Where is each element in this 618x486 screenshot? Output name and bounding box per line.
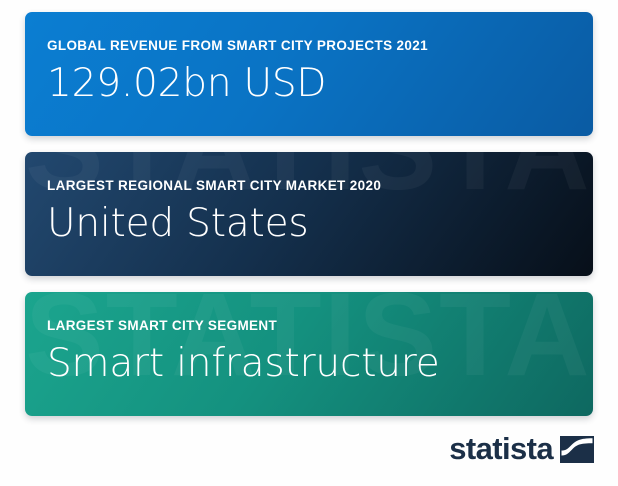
statista-logo[interactable]: statista <box>449 432 594 466</box>
kpi-card-global-revenue[interactable]: STATISTA GLOBAL REVENUE FROM SMART CITY … <box>25 12 593 136</box>
kpi-card-largest-segment[interactable]: STATISTA LARGEST SMART CITY SEGMENT Smar… <box>25 292 593 416</box>
kpi-label: LARGEST REGIONAL SMART CITY MARKET 2020 <box>47 178 382 193</box>
kpi-card-largest-regional-market[interactable]: STATISTA LARGEST REGIONAL SMART CITY MAR… <box>25 152 593 276</box>
kpi-label: GLOBAL REVENUE FROM SMART CITY PROJECTS … <box>47 38 428 53</box>
kpi-card-content: LARGEST SMART CITY SEGMENT Smart infrast… <box>25 292 593 390</box>
kpi-value: Smart infrastructure <box>47 341 440 386</box>
statista-wordmark: statista <box>449 431 553 466</box>
kpi-card-content: LARGEST REGIONAL SMART CITY MARKET 2020 … <box>25 152 593 250</box>
kpi-card-list: STATISTA GLOBAL REVENUE FROM SMART CITY … <box>25 12 593 432</box>
statista-logo-mark-icon <box>560 435 594 463</box>
kpi-card-content: GLOBAL REVENUE FROM SMART CITY PROJECTS … <box>25 12 593 110</box>
kpi-value: United States <box>47 201 309 246</box>
kpi-value: 129.02bn USD <box>47 61 327 106</box>
kpi-label: LARGEST SMART CITY SEGMENT <box>47 318 278 333</box>
